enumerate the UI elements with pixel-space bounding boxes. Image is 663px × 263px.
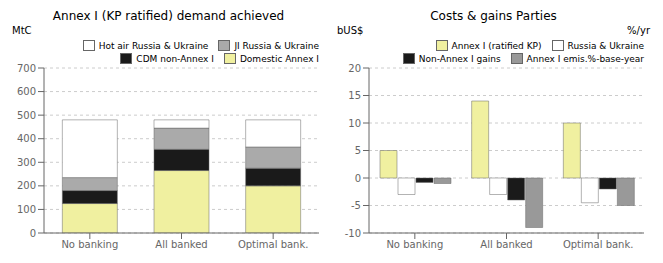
html-text:Costs & gains Parties: Costs & gains Parties [430,9,557,23]
svg-text:Optimal bank.: Optimal bank. [563,239,634,250]
html-text:bUS$: bUS$ [337,25,364,36]
svg-text:600: 600 [17,86,36,97]
svg-text:0: 0 [30,228,36,239]
svg-text:500: 500 [17,110,36,121]
html-text:Russia & Ukraine: Russia & Ukraine [567,40,644,51]
html-text:Annex I (KP ratified) demand a: Annex I (KP ratified) demand achieved [52,9,285,23]
html-text:Hot air Russia & Ukraine: Hot air Russia & Ukraine [98,40,209,51]
html-text:Annex I emis.%-base-year: Annex I emis.%-base-year [526,53,644,64]
svg-text:-5: -5 [351,200,361,211]
svg-text:300: 300 [17,157,36,168]
svg-text:All banked: All banked [155,239,207,250]
svg-text:All banked: All banked [480,239,532,250]
html-text:JI Russia & Ukraine: JI Russia & Ukraine [234,40,319,51]
html-text:%/yr: %/yr [627,25,650,36]
svg-text:400: 400 [17,133,36,144]
svg-text:Optimal bank.: Optimal bank. [238,239,309,250]
svg-text:-10: -10 [345,228,361,239]
html-text:Annex I (ratified KP): Annex I (ratified KP) [451,40,542,51]
html-text:MtC: MtC [12,25,32,36]
svg-text:No banking: No banking [386,239,443,250]
html-text:CDM non-Annex I: CDM non-Annex I [136,53,214,64]
svg-text:200: 200 [17,180,36,191]
svg-text:700: 700 [17,63,36,74]
svg-text:15: 15 [348,90,361,101]
svg-text:20: 20 [348,63,361,74]
svg-text:0: 0 [355,173,361,184]
svg-text:100: 100 [17,204,36,215]
svg-text:5: 5 [355,145,361,156]
html-text:Non-Annex I gains: Non-Annex I gains [418,53,501,64]
svg-text:No banking: No banking [61,239,118,250]
svg-text:10: 10 [348,118,361,129]
html-text:Domestic Annex I: Domestic Annex I [239,53,319,64]
